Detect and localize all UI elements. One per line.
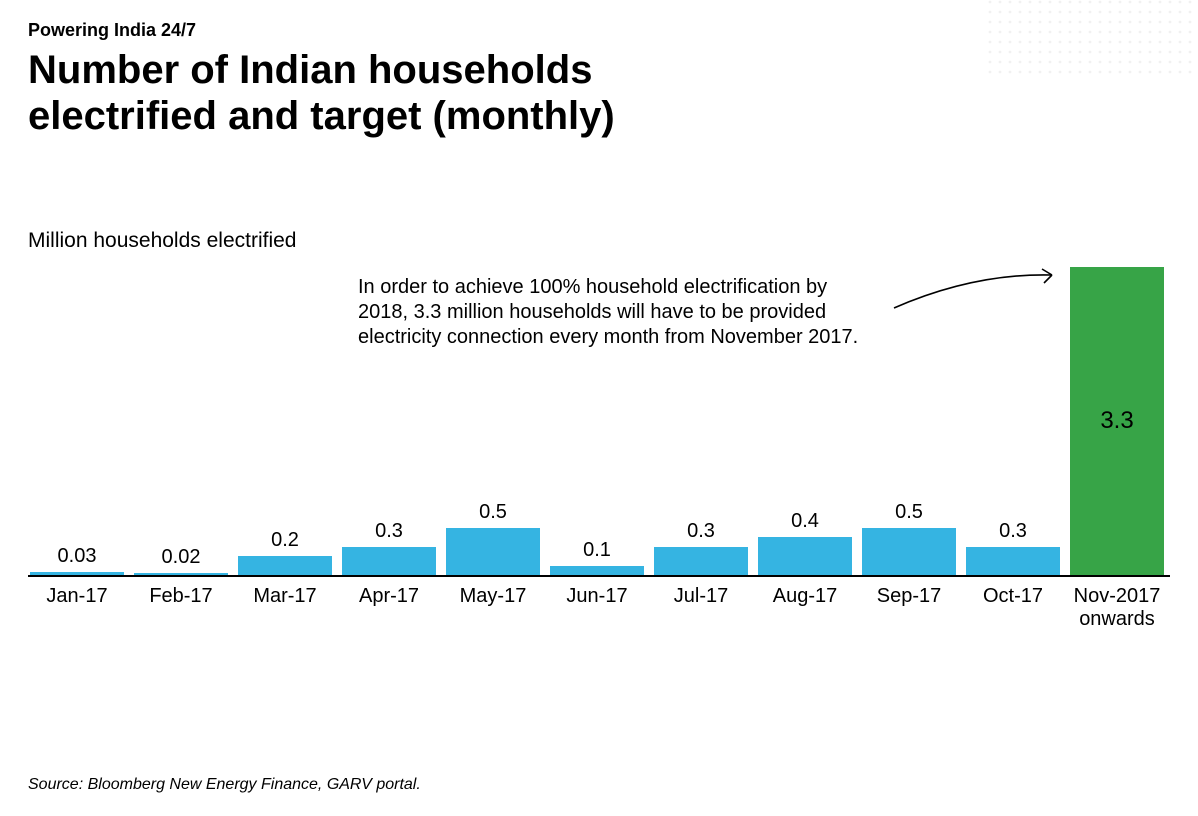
bar: 3.3 bbox=[1070, 267, 1164, 575]
bar-value: 0.5 bbox=[895, 501, 923, 524]
bar-value: 0.3 bbox=[375, 520, 403, 543]
bar-value: 0.3 bbox=[687, 520, 715, 543]
bar-value: 0.02 bbox=[162, 546, 201, 569]
bar bbox=[134, 573, 228, 575]
plot-area: In order to achieve 100% household elect… bbox=[28, 267, 1170, 577]
bar-value: 0.03 bbox=[58, 545, 97, 568]
bar-column: 0.5 bbox=[862, 267, 956, 575]
bar bbox=[30, 572, 124, 575]
bar-value: 0.5 bbox=[479, 501, 507, 524]
bar-column: 0.3 bbox=[654, 267, 748, 575]
bar-value: 0.3 bbox=[999, 520, 1027, 543]
chart: In order to achieve 100% household elect… bbox=[28, 267, 1170, 631]
x-tick-label: Aug-17 bbox=[758, 585, 852, 631]
bar-column: 0.1 bbox=[550, 267, 644, 575]
bar bbox=[966, 547, 1060, 575]
x-tick-label: Nov-2017onwards bbox=[1070, 585, 1164, 631]
bar bbox=[446, 528, 540, 575]
bar-column: 0.2 bbox=[238, 267, 332, 575]
x-axis: Jan-17Feb-17Mar-17Apr-17May-17Jun-17Jul-… bbox=[28, 577, 1170, 631]
bar bbox=[654, 547, 748, 575]
x-tick-label: Oct-17 bbox=[966, 585, 1060, 631]
bar bbox=[550, 566, 644, 575]
bar-value: 3.3 bbox=[1100, 407, 1133, 435]
y-axis-label: Million households electrified bbox=[28, 229, 1170, 253]
bar-column: 0.4 bbox=[758, 267, 852, 575]
bar-column: 0.3 bbox=[966, 267, 1060, 575]
bar-column: 0.02 bbox=[134, 267, 228, 575]
bar bbox=[862, 528, 956, 575]
x-tick-label: Jan-17 bbox=[30, 585, 124, 631]
bar-column: 0.03 bbox=[30, 267, 124, 575]
bar-column: 0.5 bbox=[446, 267, 540, 575]
x-tick-label: Mar-17 bbox=[238, 585, 332, 631]
bar bbox=[342, 547, 436, 575]
bar-column: 0.3 bbox=[342, 267, 436, 575]
x-tick-label: Sep-17 bbox=[862, 585, 956, 631]
page-title: Number of Indian householdselectrified a… bbox=[28, 47, 928, 139]
bar bbox=[758, 537, 852, 575]
bar-value: 0.4 bbox=[791, 510, 819, 533]
x-tick-label: Apr-17 bbox=[342, 585, 436, 631]
x-tick-label: Jun-17 bbox=[550, 585, 644, 631]
x-tick-label: Feb-17 bbox=[134, 585, 228, 631]
source-line: Source: Bloomberg New Energy Finance, GA… bbox=[28, 776, 421, 794]
x-tick-label: May-17 bbox=[446, 585, 540, 631]
bar bbox=[238, 556, 332, 575]
slide: Powering India 24/7 Number of Indian hou… bbox=[0, 0, 1198, 816]
bar-value: 0.1 bbox=[583, 539, 611, 562]
x-tick-label: Jul-17 bbox=[654, 585, 748, 631]
decor-dots bbox=[988, 0, 1198, 80]
bar-value: 0.2 bbox=[271, 529, 299, 552]
bar-column: 3.3 bbox=[1070, 267, 1164, 575]
